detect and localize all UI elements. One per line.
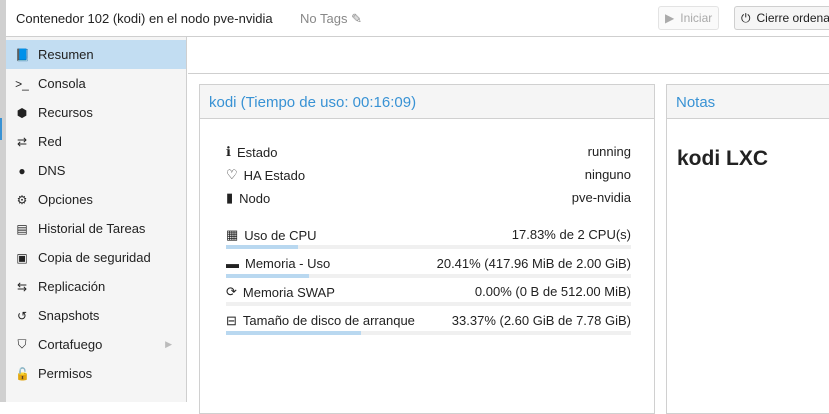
shutdown-button[interactable]: ⏻ Cierre ordena: [734, 6, 829, 30]
sidebar-item-historial-de-tareas[interactable]: ▤ Historial de Tareas: [6, 214, 186, 243]
hdd-icon: ⊟: [226, 312, 237, 328]
list-icon: ▤: [16, 221, 28, 236]
sidebar-item-resumen[interactable]: 📘 Resumen: [6, 40, 186, 69]
sidebar-item-label: Consola: [38, 76, 86, 91]
globe-icon: ●: [18, 163, 26, 178]
sidebar-item-replicaci-n[interactable]: ⇆ Replicación: [6, 272, 186, 301]
toolbar: [188, 37, 829, 74]
unlock-icon: 🔓: [15, 366, 30, 381]
header: Contenedor 102 (kodi) en el nodo pve-nvi…: [6, 0, 829, 37]
sidebar-item-label: Permisos: [38, 366, 93, 381]
sidebar-item-label: Cortafuego: [38, 337, 103, 352]
chevron-right-icon: ▶: [165, 339, 172, 349]
sidebar-item-label: DNS: [38, 163, 66, 178]
retweet-icon: ⇆: [16, 279, 28, 294]
book-icon: 📘: [15, 47, 30, 62]
floppy-icon: ▣: [16, 250, 28, 265]
terminal-icon: >_: [15, 76, 29, 91]
notes-panel: Notas kodi LXC: [666, 84, 829, 414]
usage-row: ▦ Uso de CPU 17.83% de 2 CPU(s): [226, 227, 631, 243]
usage-row: ⟳ Memoria SWAP 0.00% (0 B de 512.00 MiB): [226, 284, 631, 300]
cpu-icon: ▦: [226, 227, 239, 242]
sidebar-item-consola[interactable]: >_ Consola: [6, 69, 186, 98]
heartbeat-icon: ♡: [226, 167, 238, 182]
sidebar-item-label: Red: [38, 134, 62, 149]
left-strip: [0, 0, 6, 402]
cube-icon: ⬢: [16, 105, 28, 120]
pencil-icon: ✎: [347, 11, 362, 26]
sidebar-item-label: Recursos: [38, 105, 93, 120]
sidebar-item-cortafuego[interactable]: ⛉ Cortafuego ▶: [6, 330, 186, 359]
sidebar-item-dns[interactable]: ● DNS: [6, 156, 186, 185]
exchange-icon: ⇄: [16, 134, 28, 149]
notes-panel-title: Notas: [667, 85, 829, 119]
power-icon: ⏻: [741, 10, 751, 25]
usage-progress-bar: [226, 273, 631, 278]
sidebar-item-label: Historial de Tareas: [38, 221, 146, 236]
usage-progress-bar: [226, 245, 631, 249]
gear-icon: ⚙: [16, 192, 28, 207]
info-icon: ℹ: [226, 144, 231, 159]
shield-icon: ⛉: [17, 337, 27, 351]
sidebar-item-label: Resumen: [38, 47, 94, 62]
page-title: Contenedor 102 (kodi) en el nodo pve-nvi…: [16, 11, 273, 26]
sidebar-item-label: Replicación: [38, 279, 106, 294]
sidebar-item-snapshots[interactable]: ↺ Snapshots: [6, 301, 186, 330]
status-row: ♡ HA Estado ninguno: [226, 167, 631, 183]
sidebar-item-label: Opciones: [38, 192, 93, 207]
sidebar-item-label: Snapshots: [38, 308, 100, 323]
history-icon: ↺: [16, 308, 28, 323]
status-panel-title: kodi (Tiempo de uso: 00:16:09): [200, 85, 654, 119]
notes-content: kodi LXC: [677, 147, 769, 170]
usage-row: ⊟ Tamaño de disco de arranque 33.37% (2.60…: [226, 312, 631, 329]
sidebar-item-red[interactable]: ⇄ Red: [6, 127, 186, 156]
sidebar-item-recursos[interactable]: ⬢ Recursos: [6, 98, 186, 127]
sidebar-item-label: Copia de seguridad: [38, 250, 151, 265]
tags-edit[interactable]: No Tags ✎: [300, 11, 362, 26]
main-content: kodi (Tiempo de uso: 00:16:09) ℹ Estado ru…: [188, 74, 829, 414]
sidebar-item-copia-de-seguridad[interactable]: ▣ Copia de seguridad: [6, 243, 186, 272]
memory-icon: ▬: [226, 255, 239, 271]
server-icon: ▮: [226, 190, 234, 205]
usage-progress-bar: [226, 330, 631, 335]
sidebar-item-opciones[interactable]: ⚙ Opciones: [6, 185, 186, 214]
status-panel: kodi (Tiempo de uso: 00:16:09) ℹ Estado ru…: [199, 84, 655, 414]
status-row: ▮ Nodo pve-nvidia: [226, 190, 631, 206]
usage-progress-bar: [226, 302, 631, 306]
play-icon: ▶: [665, 11, 675, 25]
usage-row: ▬ Memoria - Uso 20.41% (417.96 MiB de 2.00…: [226, 255, 631, 271]
start-button[interactable]: ▶ Iniciar: [658, 6, 720, 30]
status-row: ℹ Estado running: [226, 144, 631, 160]
sidebar-item-permisos[interactable]: 🔓 Permisos: [6, 359, 186, 388]
sidebar: 📘 Resumen >_ Consola ⬢ Recursos ⇄ Red ● DNS ⚙ Opcio…: [6, 37, 187, 402]
refresh-icon: ⟳: [226, 284, 237, 299]
